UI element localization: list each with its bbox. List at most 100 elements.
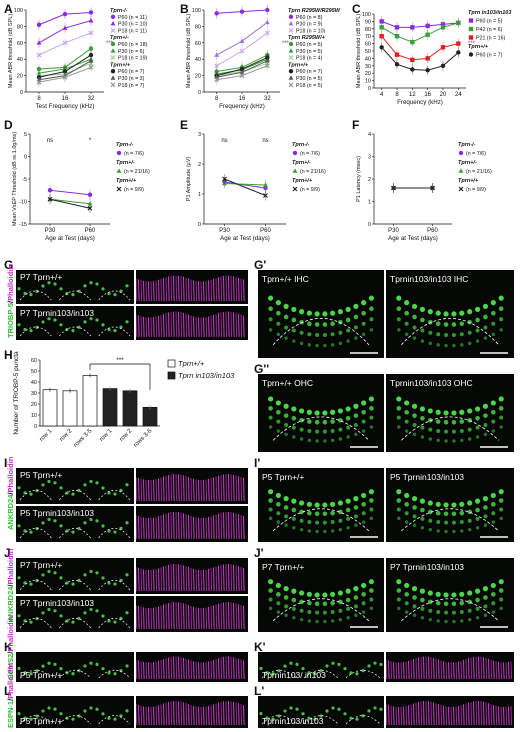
micrograph-g1-right-texture bbox=[396, 295, 508, 354]
panel-label-j: J bbox=[4, 546, 11, 560]
series-line bbox=[381, 35, 459, 61]
micrograph-g-bottom-green-texture bbox=[17, 317, 131, 337]
micrograph-i-bottom-magenta bbox=[136, 506, 248, 542]
y-axis-label: P1 Amplitude (µV) bbox=[186, 157, 192, 202]
panel-label-g: G bbox=[4, 258, 14, 272]
legend-entry: Tprn in103/in103 bbox=[178, 371, 235, 380]
data-point bbox=[214, 63, 220, 69]
legend-entry: P18 (n = 4) bbox=[296, 56, 323, 62]
x-axis-label: Age at Test (days) bbox=[388, 235, 438, 242]
data-point bbox=[264, 30, 270, 36]
y-tick-label: 40 bbox=[31, 380, 37, 386]
micrograph-g-bottom-magenta bbox=[136, 306, 248, 340]
legend-marker bbox=[110, 48, 116, 53]
legend-group-title: Tprn+/+ bbox=[116, 178, 137, 184]
data-point bbox=[36, 79, 42, 85]
micrograph-i-bottom-green: P5 Tprnin103/in103 bbox=[16, 506, 134, 542]
x-tick-label: P30 bbox=[219, 228, 230, 234]
y-axis-label: P1 Latency (msec) bbox=[356, 156, 362, 202]
panel-label-b: B bbox=[180, 2, 189, 16]
x-axis-label: Age at Test (days) bbox=[45, 235, 95, 242]
micrograph-l-magenta-texture bbox=[136, 700, 245, 726]
panel-label-j1: J' bbox=[254, 546, 264, 560]
stain-label-i: ANKRD24/Phalloidin bbox=[6, 456, 15, 530]
legend-marker bbox=[288, 69, 294, 74]
micrograph-g1-left: Tprn+/+ IHC bbox=[258, 270, 384, 358]
y-tick-label: 20 bbox=[17, 74, 23, 80]
annotation: ns bbox=[262, 138, 268, 144]
panel-label-k1: K' bbox=[254, 640, 266, 654]
legend-group-title: Tprn+/+ bbox=[468, 44, 489, 50]
data-point bbox=[36, 52, 42, 58]
data-point bbox=[264, 58, 270, 63]
x-tick-label: rows 3-5 bbox=[133, 428, 154, 449]
y-axis-label: Number of TRIOBP-5 puncta bbox=[13, 351, 20, 435]
bar bbox=[122, 390, 138, 427]
micrograph-g-bottom-magenta-texture bbox=[136, 311, 245, 338]
panel-label-f: F bbox=[352, 118, 360, 132]
y-tick-label: 60 bbox=[31, 358, 37, 364]
significance-label: *** bbox=[282, 41, 290, 47]
annotation: ns bbox=[221, 138, 227, 144]
data-point bbox=[239, 73, 245, 79]
micrograph-i1-left: P5 Tprn+/+ bbox=[258, 468, 384, 542]
micrograph-l-green: P5 Tprn+/+ bbox=[16, 696, 134, 728]
data-point bbox=[47, 188, 53, 193]
data-point bbox=[410, 67, 415, 72]
legend-entry: (n = 7/6) bbox=[124, 151, 144, 157]
legend-group-title: Tprn+/- bbox=[110, 35, 129, 41]
y-tick-label: 50 bbox=[365, 49, 371, 55]
legend-entry: P60 (n = 5) bbox=[476, 19, 503, 25]
stain-label-j: ANKRD24/Phalloidin bbox=[6, 548, 15, 622]
data-point bbox=[239, 9, 245, 14]
annotation: ns bbox=[47, 138, 53, 144]
micrograph-g-top-green: P7 Tprn+/+ bbox=[16, 270, 134, 304]
y-tick-label: 20 bbox=[365, 71, 371, 77]
legend-marker bbox=[288, 82, 294, 88]
bar bbox=[142, 406, 158, 427]
y-axis-label: Mean ABR threshold (dB SPL) bbox=[8, 14, 14, 88]
legend-marker bbox=[110, 75, 116, 80]
legend-marker bbox=[288, 14, 294, 19]
x-tick-label: 16 bbox=[239, 96, 246, 102]
legend-entry: P18 (n = 7) bbox=[118, 83, 145, 89]
data-point bbox=[214, 11, 219, 16]
legend-entry: (n = 7/6) bbox=[466, 151, 486, 157]
legend-entry: Tprn+/+ bbox=[178, 359, 205, 368]
y-tick-label: 0 bbox=[198, 222, 201, 228]
micrograph-g-top-magenta-texture bbox=[136, 275, 245, 302]
legend-group-title: Tprn-/- bbox=[110, 8, 128, 14]
x-axis-label: Age at Test (days) bbox=[220, 235, 270, 242]
y-axis-label: Mean ABR threshold (dB SPL) bbox=[186, 14, 192, 88]
legend-entry: (n = 21/16) bbox=[466, 169, 492, 175]
legend-group-title: Tprn+/- bbox=[458, 160, 477, 166]
micrograph-i-top-green: P5 Tprn+/+ bbox=[16, 468, 134, 504]
legend-entry: P60 (n = 5) bbox=[296, 42, 323, 48]
legend-entry: P18 (n = 5) bbox=[296, 83, 323, 89]
y-tick-label: 0 bbox=[368, 86, 371, 92]
y-tick-label: -10 bbox=[19, 200, 27, 206]
panel-label-g2: G'' bbox=[254, 362, 270, 376]
data-point bbox=[214, 52, 220, 57]
y-tick-label: 50 bbox=[31, 369, 37, 375]
legend-group-title: Tprn+/+ bbox=[458, 178, 479, 184]
x-tick-label: rows 3-5 bbox=[73, 428, 94, 449]
stain-label-l: ESPN-1/Phalloidin bbox=[6, 662, 15, 728]
legend-marker bbox=[458, 186, 464, 192]
series-line bbox=[49, 198, 91, 205]
panel-label-d: D bbox=[4, 118, 13, 132]
micrograph-k-magenta bbox=[136, 652, 248, 682]
y-tick-label: 4 bbox=[368, 132, 371, 138]
legend-marker bbox=[458, 168, 464, 173]
legend-marker bbox=[292, 186, 298, 192]
legend-group-title: Tprn-/- bbox=[458, 142, 476, 148]
data-point bbox=[379, 19, 384, 24]
legend-group-title: Tprn+/+ bbox=[110, 62, 131, 68]
micrograph-i-bottom-green-texture bbox=[17, 517, 131, 539]
micrograph-g2-right-texture bbox=[396, 396, 508, 448]
micrograph-l1-magenta-texture bbox=[386, 700, 513, 726]
x-tick-label: P60 bbox=[260, 228, 271, 234]
y-tick-label: 0 bbox=[34, 424, 37, 430]
data-point bbox=[394, 52, 400, 57]
legend-entry: P30 (n = 6) bbox=[118, 49, 145, 55]
